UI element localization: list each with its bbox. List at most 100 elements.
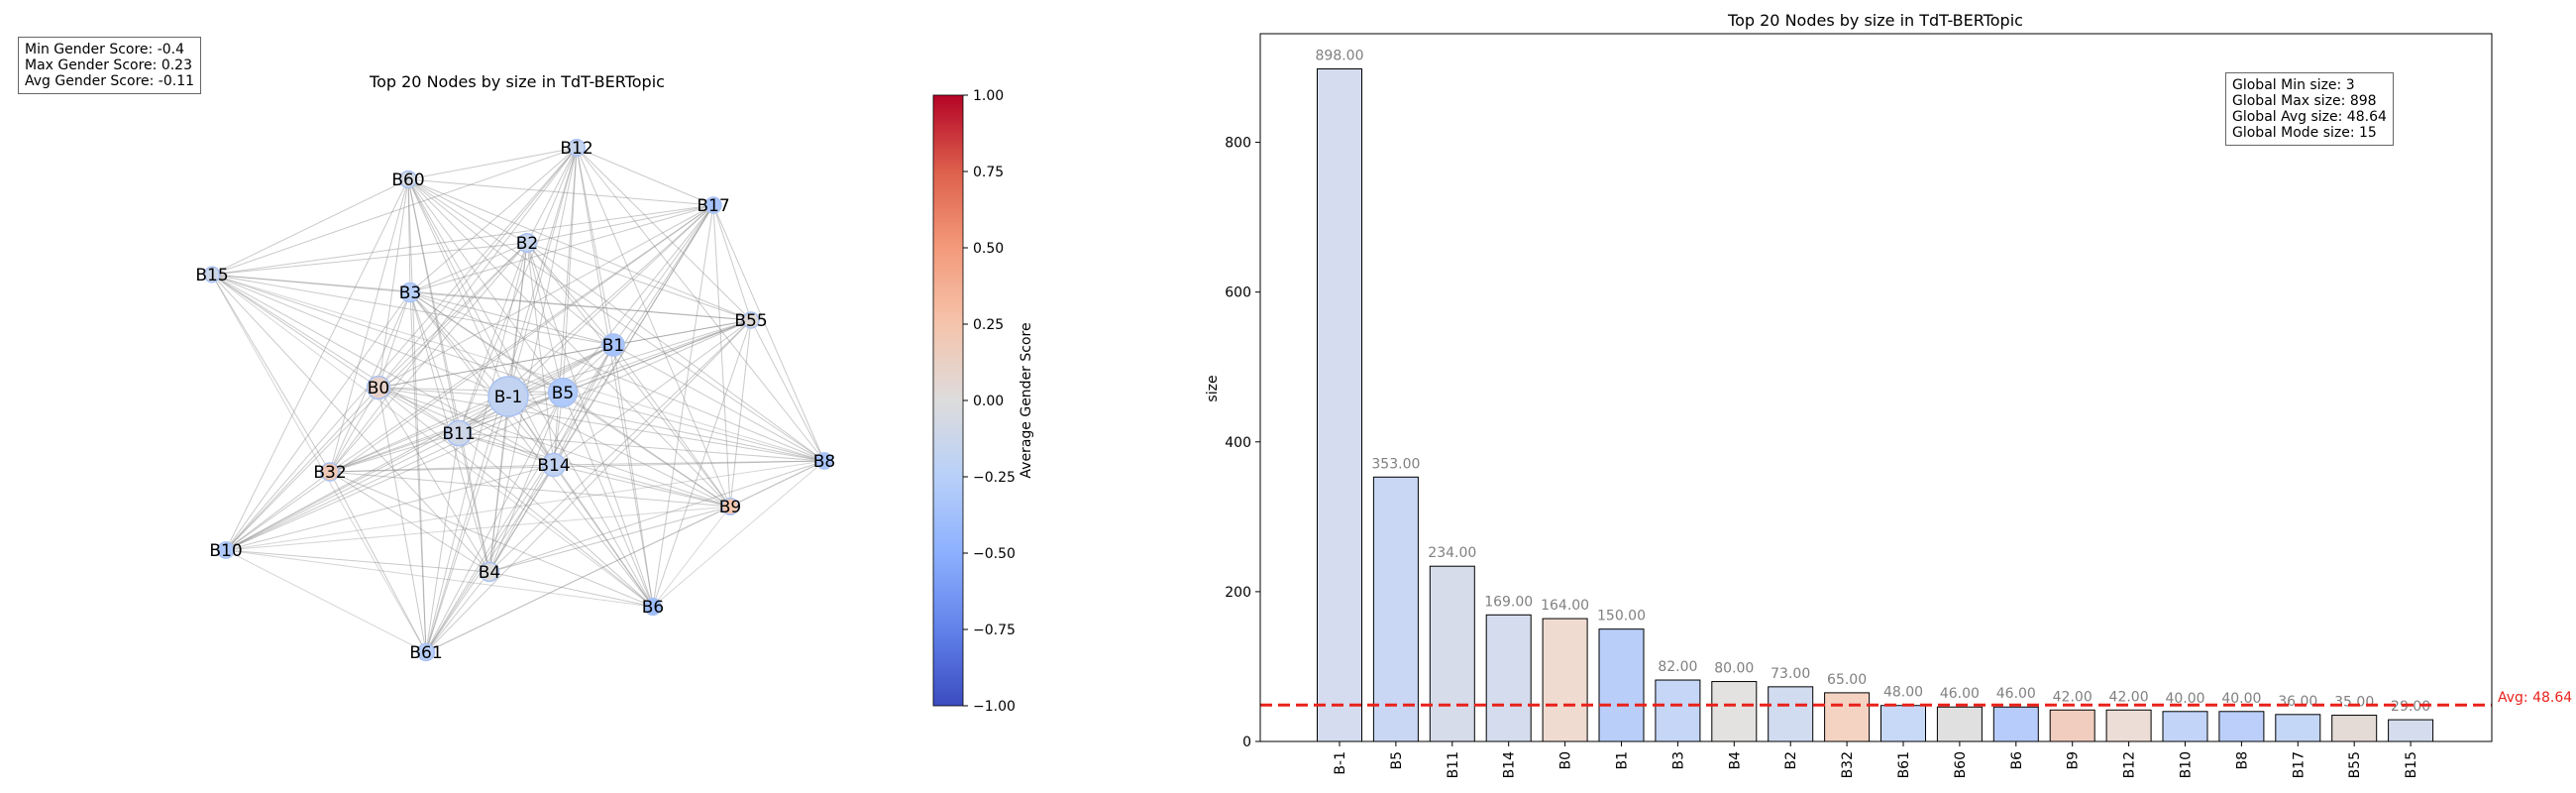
- network-edge: [211, 274, 752, 321]
- network-edge: [507, 204, 714, 397]
- network-node-label: B61: [409, 643, 442, 663]
- colorbar-tick-label: 0.50: [973, 241, 1004, 257]
- network-edge: [652, 506, 731, 608]
- network-edge: [225, 464, 555, 551]
- network-edge: [377, 387, 564, 394]
- network-node-label: B4: [479, 563, 500, 583]
- network-edge: [225, 432, 460, 551]
- min-gender-score: Min Gender Score: -0.4: [25, 42, 185, 57]
- bar-value-label: 35.00: [2334, 695, 2374, 711]
- bar-value-label: 353.00: [1371, 456, 1420, 472]
- network-node: [399, 282, 421, 303]
- network-edge: [425, 571, 490, 653]
- bar-B9: [2049, 709, 2095, 742]
- network-node: [815, 452, 833, 470]
- network-edge: [488, 396, 509, 573]
- network-edge: [329, 460, 825, 473]
- network-edge: [407, 178, 460, 434]
- network-node: [547, 377, 579, 408]
- network-edge: [409, 291, 752, 321]
- network-node-label: B10: [209, 541, 242, 561]
- network-edge: [458, 242, 528, 434]
- bar-B55: [2331, 715, 2378, 742]
- network-nodes: B12 B60 B17 B2 B15 B3 B55 B1 B0 B-1 B5 B11 B8 B32 B14 B…: [195, 139, 835, 663]
- x-tick-label: B15: [2404, 751, 2419, 778]
- network-node: [217, 541, 235, 559]
- network-edge: [425, 464, 555, 653]
- network-edge: [612, 204, 714, 346]
- colorbar-tick-label: 0.25: [973, 317, 1004, 333]
- bar-B6: [1992, 706, 2039, 742]
- bar-B2: [1768, 686, 1814, 742]
- network-node: [487, 376, 529, 417]
- network-edge: [409, 291, 564, 394]
- x-tick-label: B11: [1446, 751, 1461, 778]
- x-tick-label: B-1: [1333, 751, 1348, 775]
- network-title: Top 20 Nodes by size in TdT-BERTopic: [369, 72, 665, 91]
- x-axis-ticks: B-1 B5 B11 B14 B0 B1 B3 B4 B2 B32 B61 B60 B6 B9 B12 B10…: [1333, 741, 2419, 778]
- network-edge: [612, 344, 825, 462]
- network-node: [643, 597, 663, 617]
- network-edge: [425, 344, 614, 653]
- network-edge: [652, 204, 714, 608]
- bar-B1: [1598, 628, 1645, 742]
- network-edge: [526, 242, 614, 346]
- network-edge: [407, 178, 654, 608]
- network-node-label: B5: [552, 384, 574, 403]
- network-edge: [526, 242, 555, 466]
- network-edge: [576, 147, 614, 346]
- network-edge: [562, 204, 714, 394]
- network-edge: [458, 432, 555, 466]
- network-edge: [553, 319, 752, 466]
- network-edge: [409, 291, 614, 346]
- network-edge: [526, 242, 654, 608]
- network-edge: [409, 291, 509, 397]
- network-edge: [562, 392, 825, 462]
- network-edge: [488, 147, 578, 573]
- network-edge: [425, 396, 509, 653]
- network-node: [479, 561, 500, 583]
- network-edge: [576, 147, 825, 462]
- network-node: [445, 419, 473, 447]
- network-edge: [211, 274, 509, 397]
- network-node-label: B-1: [494, 388, 523, 407]
- colorbar-label: Average Gender Score: [1019, 322, 1034, 478]
- network-edge: [712, 204, 825, 462]
- gender-stats-box: Min Gender Score: -0.4 Max Gender Score: …: [18, 37, 202, 94]
- bar-B61: [1880, 705, 1926, 742]
- network-node: [416, 642, 436, 662]
- network-edge: [329, 471, 427, 653]
- network-edge: [225, 147, 578, 551]
- network-edge: [225, 471, 331, 551]
- network-edge: [425, 506, 731, 653]
- network-edge: [507, 319, 752, 397]
- bar-value-label: 48.00: [1883, 685, 1923, 701]
- network-edge: [329, 242, 528, 473]
- colorbar-tick-label: 1.00: [973, 88, 1004, 104]
- bar-value-label: 898.00: [1316, 49, 1364, 64]
- network-node: [366, 375, 391, 400]
- network-edge: [211, 274, 411, 293]
- network-edge: [712, 204, 731, 508]
- network-edge: [425, 204, 714, 653]
- network-edge: [225, 392, 564, 551]
- network-edge: [211, 274, 614, 346]
- bar-chart: Top 20 Nodes by size in TdT-BERTopic siz…: [1205, 11, 2572, 778]
- network-node: [721, 498, 739, 515]
- network-edge: [507, 147, 578, 397]
- network-graph: Top 20 Nodes by size in TdT-BERTopic B12…: [195, 72, 1034, 715]
- bar-value-label: 40.00: [2221, 691, 2261, 707]
- bar-value-label: 169.00: [1484, 594, 1533, 610]
- network-edge: [526, 242, 752, 321]
- network-node: [601, 333, 625, 357]
- network-edge: [377, 319, 752, 389]
- global-avg-size: Global Avg size: 48.64: [2232, 109, 2387, 125]
- bar-value-label: 42.00: [2109, 689, 2149, 705]
- network-edge: [576, 147, 714, 206]
- network-edge: [211, 204, 714, 276]
- network-edge: [458, 432, 825, 462]
- x-tick-label: B14: [1502, 751, 1518, 779]
- network-edge: [458, 432, 490, 573]
- colorbar-tick-label: −0.50: [973, 546, 1016, 562]
- network-edge: [407, 178, 714, 206]
